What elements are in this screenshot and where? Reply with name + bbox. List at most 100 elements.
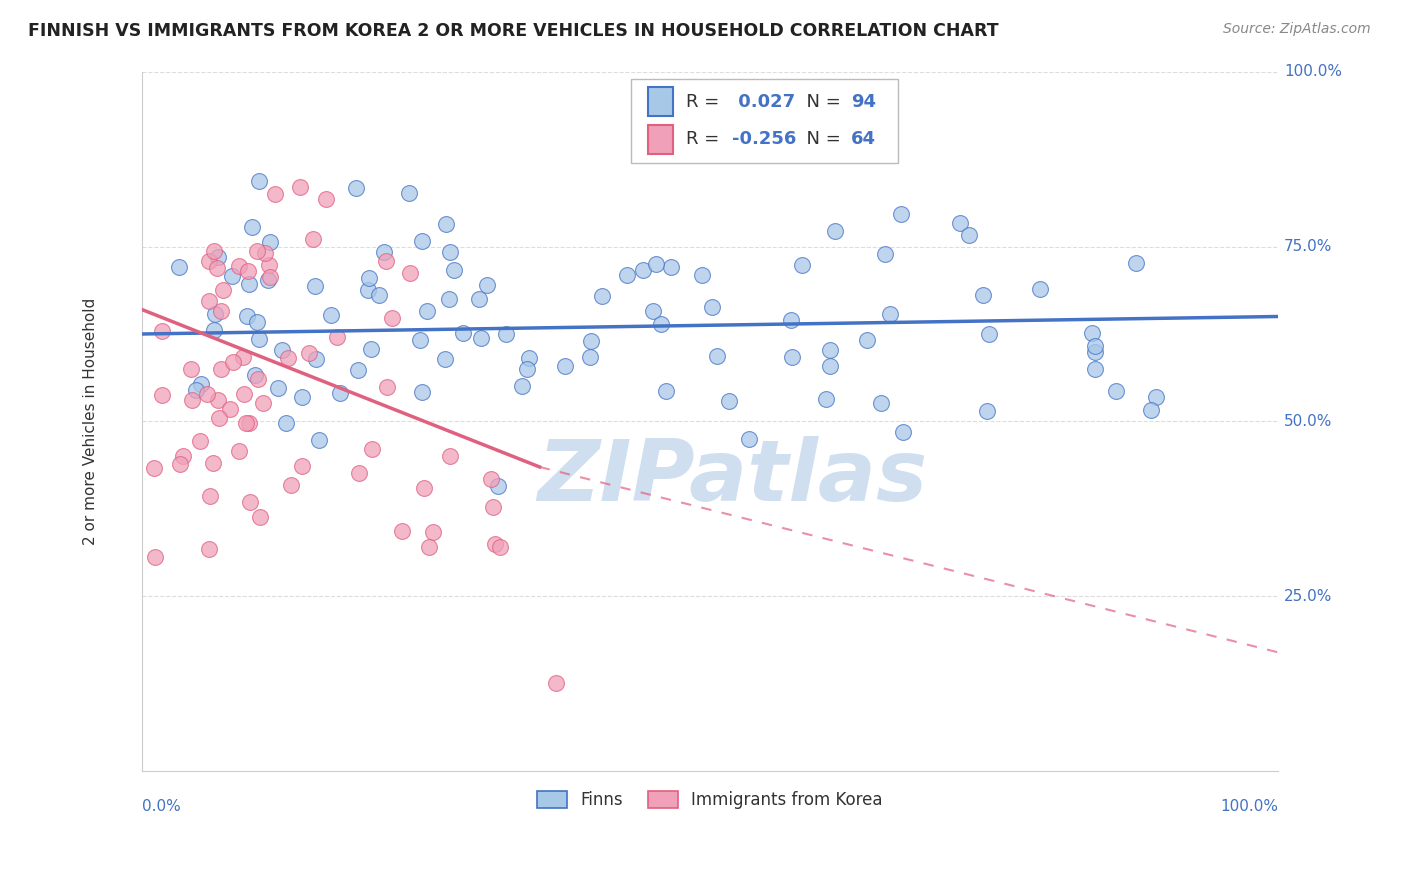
Point: [481, 500, 503, 515]
Point: [489, 541, 512, 555]
Point: [347, 466, 370, 480]
FancyBboxPatch shape: [648, 87, 672, 116]
Point: [1080, 326, 1102, 341]
Point: [484, 537, 506, 551]
Point: [184, 384, 207, 398]
FancyBboxPatch shape: [630, 78, 897, 162]
Point: [195, 387, 218, 401]
Point: [235, 417, 257, 431]
Point: [180, 361, 202, 376]
Point: [879, 307, 901, 321]
Point: [893, 425, 915, 440]
Point: [439, 293, 461, 307]
Point: [889, 207, 911, 221]
Text: 75.0%: 75.0%: [1284, 239, 1333, 254]
Point: [418, 540, 440, 554]
Point: [198, 489, 221, 503]
Point: [198, 254, 221, 268]
Point: [202, 244, 225, 259]
Point: [790, 259, 813, 273]
Point: [267, 381, 290, 395]
Text: 0.027: 0.027: [731, 93, 794, 111]
Point: [305, 352, 328, 367]
Point: [207, 393, 229, 408]
Point: [375, 380, 398, 394]
Point: [510, 379, 533, 393]
Point: [259, 258, 281, 272]
Point: [1144, 390, 1167, 404]
Point: [738, 432, 761, 446]
Point: [820, 343, 842, 358]
Point: [264, 187, 287, 202]
Point: [291, 390, 314, 404]
Point: [814, 392, 837, 407]
Point: [479, 472, 502, 486]
Point: [717, 394, 740, 409]
Point: [381, 311, 404, 326]
Point: [277, 351, 299, 365]
Point: [247, 173, 270, 187]
Point: [1105, 384, 1128, 399]
Point: [346, 181, 368, 195]
Point: [150, 388, 173, 402]
Point: [706, 349, 728, 363]
Point: [824, 224, 846, 238]
Point: [641, 304, 664, 318]
Point: [197, 294, 219, 309]
Point: [246, 244, 269, 258]
Text: 50.0%: 50.0%: [1284, 414, 1333, 429]
Text: 25.0%: 25.0%: [1284, 589, 1333, 604]
Point: [433, 351, 456, 366]
Point: [240, 219, 263, 234]
Point: [391, 524, 413, 538]
Point: [495, 327, 517, 342]
Point: [150, 324, 173, 338]
Point: [616, 268, 638, 282]
Point: [486, 479, 509, 493]
Point: [1084, 345, 1107, 359]
Point: [211, 362, 233, 376]
Point: [780, 312, 803, 326]
Point: [949, 216, 972, 230]
Point: [470, 331, 492, 345]
Text: -0.256: -0.256: [731, 130, 796, 148]
Point: [238, 495, 260, 509]
Point: [326, 330, 349, 344]
Point: [591, 289, 613, 303]
Point: [434, 217, 457, 231]
Point: [1029, 282, 1052, 296]
Point: [467, 292, 489, 306]
Point: [875, 247, 897, 261]
Point: [517, 351, 540, 366]
Text: 100.0%: 100.0%: [1220, 799, 1278, 814]
Point: [211, 303, 233, 318]
Point: [252, 396, 274, 410]
Point: [270, 343, 292, 357]
Point: [202, 322, 225, 336]
Point: [329, 385, 352, 400]
Point: [247, 332, 270, 346]
Point: [219, 402, 242, 417]
Point: [373, 245, 395, 260]
Point: [167, 260, 190, 275]
Point: [361, 442, 384, 456]
Text: N =: N =: [796, 130, 846, 148]
Point: [976, 404, 998, 418]
Point: [631, 262, 654, 277]
Point: [190, 377, 212, 392]
Point: [204, 307, 226, 321]
Point: [304, 278, 326, 293]
Point: [315, 192, 337, 206]
Point: [856, 334, 879, 348]
Point: [172, 449, 194, 463]
Legend: Finns, Immigrants from Korea: Finns, Immigrants from Korea: [530, 784, 890, 815]
FancyBboxPatch shape: [648, 125, 672, 154]
Point: [222, 355, 245, 369]
Point: [544, 676, 567, 690]
Point: [1125, 255, 1147, 269]
Point: [238, 417, 260, 431]
Point: [308, 433, 330, 447]
Point: [411, 385, 433, 400]
Point: [409, 334, 432, 348]
Point: [274, 416, 297, 430]
